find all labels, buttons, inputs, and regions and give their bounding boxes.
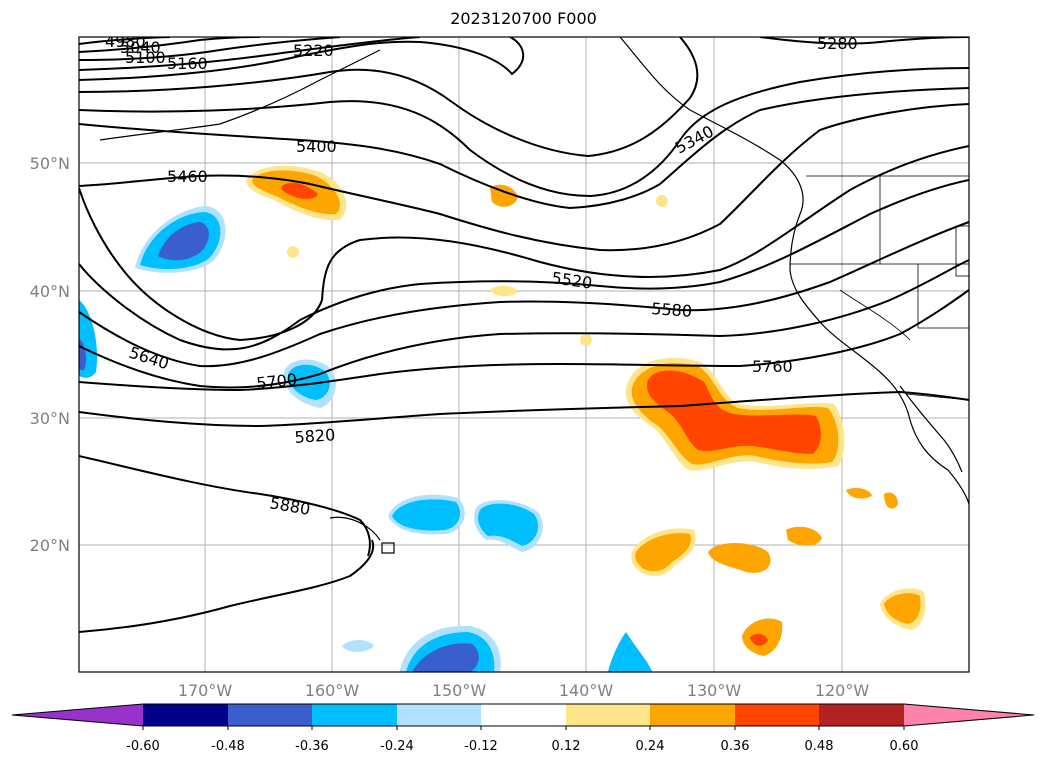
- colorbar-segment: [12, 704, 143, 726]
- colorbar-tick-label: -0.12: [464, 739, 498, 754]
- shade-blue-s2-inner: [478, 503, 539, 546]
- contour-label: 5460: [167, 167, 208, 186]
- colorbar: -0.60 -0.48 -0.36 -0.24 -0.12 0.12 0.24 …: [11, 703, 1035, 754]
- contour-5880: [79, 539, 375, 633]
- shade-orange-s3: [786, 526, 822, 546]
- contour-label: 5400: [296, 137, 337, 156]
- shade-orange-s5: [884, 492, 898, 509]
- lat-label-30n: 30°N: [30, 409, 70, 428]
- shade-blue-s5: [342, 640, 374, 652]
- colorbar-segment: [397, 704, 481, 726]
- latitude-labels: 50°N 40°N 30°N 20°N: [30, 154, 70, 555]
- contour-label: 5580: [651, 299, 693, 321]
- contour-label: 5700: [255, 370, 297, 393]
- contour-label: 5040: [120, 38, 161, 57]
- colorbar-tick-label: 0.60: [890, 739, 919, 754]
- shade-small-5: [580, 334, 592, 346]
- lat-label-20n: 20°N: [30, 536, 70, 555]
- shade-mid-blue: [158, 222, 209, 261]
- lat-label-40n: 40°N: [30, 282, 70, 301]
- contour-5820: [79, 455, 371, 557]
- shade-red-n: [281, 182, 318, 199]
- lon-label-160w: 160°W: [305, 681, 360, 700]
- shade-red-east: [647, 370, 821, 454]
- island-hawaii: [381, 542, 395, 554]
- colorbar-segment: [650, 704, 735, 726]
- colorbar-segment: [819, 704, 904, 726]
- shade-orange-s6-inner: [884, 593, 921, 624]
- contour-5700: [79, 289, 969, 392]
- shade-small-4: [656, 195, 668, 207]
- border-state-5: [839, 289, 911, 341]
- contour-label: 5820: [294, 425, 336, 447]
- shade-blue-s3-mid: [412, 643, 479, 672]
- political-borders: [790, 175, 969, 401]
- colorbar-tick-label: 0.48: [805, 739, 834, 754]
- colorbar-segment: [312, 704, 397, 726]
- colorbar-ticks: [142, 726, 905, 730]
- shade-orange-s2: [708, 543, 771, 573]
- shade-orange-s4: [846, 488, 872, 499]
- colorbar-tick-label: -0.48: [211, 739, 245, 754]
- shade-small-2: [490, 285, 518, 297]
- lon-label-150w: 150°W: [432, 681, 487, 700]
- map-title: 2023120700 F000: [450, 9, 597, 28]
- contour-labels: 4980 5040 5100 5160 5220 5280 5340 5400 …: [105, 32, 858, 519]
- contour-label: 5160: [167, 54, 208, 73]
- colorbar-segment: [904, 704, 1034, 726]
- lon-label-130w: 130°W: [687, 681, 742, 700]
- lon-label-140w: 140°W: [559, 681, 614, 700]
- shade-blue-s4: [608, 632, 652, 672]
- colorbar-tick-label: 0.36: [721, 739, 750, 754]
- colorbar-tick-labels: -0.60 -0.48 -0.36 -0.24 -0.12 0.12 0.24 …: [126, 739, 918, 754]
- contour-label: 4980: [105, 32, 146, 51]
- shade-red-s7-inner: [750, 633, 768, 646]
- lon-label-120w: 120°W: [815, 681, 870, 700]
- colorbar-segment: [566, 704, 650, 726]
- contour-5160: [79, 37, 421, 71]
- border-state-box: [955, 225, 969, 277]
- longitude-labels: 170°W 160°W 150°W 140°W 130°W 120°W: [178, 681, 870, 700]
- colorbar-tick-label: -0.24: [380, 739, 414, 754]
- contour-5400: [79, 87, 969, 210]
- contour-5760: [79, 390, 969, 428]
- shade-orange-s1-inner: [635, 533, 691, 572]
- colorbar-tick-label: 0.12: [552, 739, 581, 754]
- coast-hawaii: [329, 516, 381, 541]
- contour-5520: [79, 179, 969, 351]
- contour-5340: [79, 67, 969, 198]
- contour-label: 5760: [752, 357, 793, 376]
- colorbar-segment: [143, 704, 228, 726]
- coast-baja: [899, 385, 963, 473]
- contour-label: 5220: [293, 41, 334, 60]
- contour-label: 5100: [125, 48, 166, 67]
- shaded-anomalies: [79, 165, 926, 672]
- contour-5640: [79, 259, 969, 389]
- lon-label-170w: 170°W: [178, 681, 233, 700]
- height-contours: [79, 37, 969, 633]
- colorbar-segment: [228, 704, 312, 726]
- colorbar-segment: [481, 704, 566, 726]
- contour-5280-a: [79, 37, 699, 158]
- colorbar-tick-label: -0.36: [295, 739, 329, 754]
- colorbar-tick-label: 0.24: [636, 739, 665, 754]
- contour-label: 5280: [817, 34, 858, 53]
- contour-5220: [79, 37, 524, 81]
- shade-small-3: [287, 246, 299, 258]
- contour-5460: [79, 103, 969, 252]
- colorbar-tick-label: -0.60: [126, 739, 160, 754]
- map-frame: [78, 36, 970, 673]
- contour-5100: [79, 37, 341, 61]
- map-background: [79, 37, 969, 672]
- coast-west-north-america: [619, 37, 969, 505]
- map-panel: 4980 5040 5100 5160 5220 5280 5340 5400 …: [78, 32, 970, 673]
- colorbar-segment: [735, 704, 819, 726]
- contour-5460-b: [79, 145, 969, 342]
- contour-5580: [79, 221, 969, 368]
- shade-blue-s1-inner: [392, 499, 460, 531]
- lat-label-50n: 50°N: [30, 154, 70, 173]
